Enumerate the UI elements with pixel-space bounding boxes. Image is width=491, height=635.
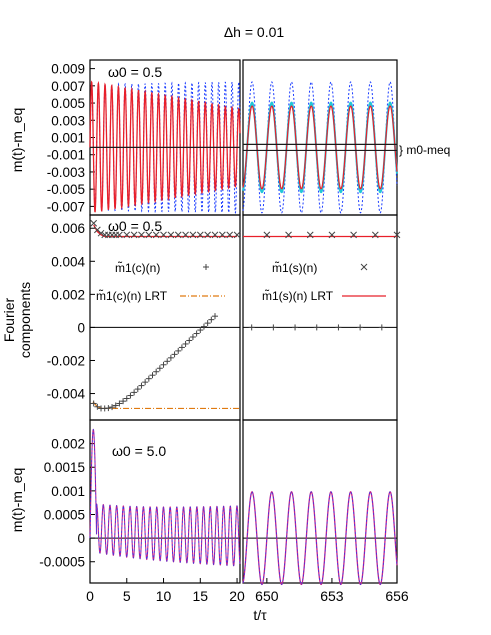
m1s-point-left	[204, 231, 212, 239]
m1s-point-left	[182, 231, 189, 239]
x-tick-label: 5	[123, 588, 131, 604]
m1s-point-left	[93, 226, 101, 234]
m1s-point-left	[152, 231, 160, 239]
y-tick-label: 0.004	[51, 254, 85, 269]
right-frame	[242, 419, 398, 584]
y-tick-label: -0.001	[47, 148, 85, 163]
m1s-point-left	[123, 231, 131, 239]
right-frame	[242, 214, 398, 421]
legend-marker-cross	[360, 263, 368, 271]
m1s-point-right	[371, 231, 379, 239]
series-red-right	[242, 105, 398, 190]
y-tick-label: 0.003	[51, 113, 85, 128]
m1s-point-right	[328, 231, 336, 239]
y-tick-label: 0	[77, 320, 85, 335]
panel-bottom: 0.002 0.0015 0.001 0.0005 0 -0.0005 ω0 = 5.0 0 5…	[9, 419, 409, 604]
m1s-point-left	[196, 231, 204, 239]
m1s-point-left	[116, 231, 123, 239]
y-tick-label: -0.0005	[39, 555, 85, 570]
y-tick-label: -0.002	[47, 353, 85, 368]
figure-title: Δh = 0.01	[224, 24, 285, 40]
panel-middle: 0.0060.0040.0020-0.002-0.004m̃1(c)(n)m̃1…	[1, 214, 401, 421]
y-tick-label: 0.0015	[44, 460, 85, 475]
left-frame	[89, 419, 241, 584]
m1s-point-right	[393, 231, 401, 239]
m1s-point-left	[233, 231, 241, 239]
y-tick-label: 0.006	[51, 221, 85, 236]
y-tick-label: -0.005	[47, 182, 85, 197]
panel-top-annotation: ω0 = 0.5	[108, 64, 162, 80]
x-tick-label: 0	[86, 588, 94, 604]
panel-middle-ylabel-line2: components	[17, 282, 33, 358]
y-tick-label: 0	[77, 531, 85, 546]
y-tick-label: -0.003	[47, 165, 85, 180]
y-tick-label: 0.007	[51, 79, 85, 94]
legend-entry-m1s: m̃1(s)(n)	[272, 260, 317, 275]
y-tick-label: 0.009	[51, 62, 85, 77]
m1s-point-left	[97, 229, 105, 237]
legend-entry-m1s-lrt: m̃1(s)(n) LRT	[262, 288, 334, 303]
m1s-point-left	[138, 231, 145, 239]
series-red-left	[89, 80, 241, 213]
panel-middle-annotation: ω0 = 0.5	[108, 218, 162, 234]
panel-top-right-annotation: } m0-meq	[399, 143, 450, 157]
y-tick-label: 0.0005	[44, 507, 85, 522]
x-tick-label: 650	[255, 588, 279, 604]
panel-top: -0.007 -0.005 -0.003 -0.001 0.001 0.003 0.005 0…	[9, 59, 450, 216]
x-tick-label: 653	[320, 588, 344, 604]
m1s-point-left	[130, 231, 138, 239]
x-tick-label: 15	[193, 588, 209, 604]
m1s-point-left	[160, 231, 167, 239]
m1s-point-left	[90, 219, 98, 227]
m1s-point-left	[211, 231, 219, 239]
legend-entry-m1c: m̃1(c)(n)	[115, 260, 160, 275]
panel-top-ylabel: m(t)-m_eq	[9, 108, 25, 173]
series-blue-left	[89, 80, 241, 215]
m1s-point-left	[226, 231, 234, 239]
series-blue-right	[242, 491, 398, 585]
y-tick-label: 0.005	[51, 96, 85, 111]
m1s-point-left	[218, 231, 226, 239]
legend-entry-m1c-lrt: m̃1(c)(n) LRT	[96, 288, 168, 303]
series-cyan-right	[242, 101, 398, 194]
y-tick-label: 0.001	[51, 131, 85, 146]
m1s-point-left	[189, 231, 197, 239]
panel-bottom-ylabel: m(t)-m_eq	[9, 468, 25, 533]
m1s-point-right	[306, 231, 314, 239]
x-tick-label: 10	[156, 588, 172, 604]
y-tick-label: -0.007	[47, 199, 85, 214]
x-tick-label: 20	[229, 588, 245, 604]
m1s-point-right	[263, 231, 271, 239]
m1s-point-right	[350, 231, 357, 239]
x-tick-label: 656	[385, 588, 409, 604]
panel-middle-ylabel: Fourier	[1, 297, 17, 342]
legend: m̃1(c)(n) m̃1(c)(n) LRT m̃1(s)(n) m̃1(s)(n)…	[96, 260, 386, 303]
y-tick-label: 0.002	[51, 287, 85, 302]
y-tick-label: 0.001	[51, 484, 85, 499]
left-frame	[89, 214, 241, 421]
m1s-point-left	[174, 231, 182, 239]
series-blue-left	[89, 429, 241, 567]
panel-bottom-annotation: ω0 = 5.0	[112, 443, 166, 459]
m1s-point-right	[285, 231, 292, 239]
m1s-point-left	[145, 231, 153, 239]
y-tick-label: 0.002	[51, 437, 85, 452]
y-tick-label: -0.004	[47, 387, 86, 402]
m1s-point-left	[167, 231, 175, 239]
x-axis-label: t/τ	[253, 607, 267, 623]
